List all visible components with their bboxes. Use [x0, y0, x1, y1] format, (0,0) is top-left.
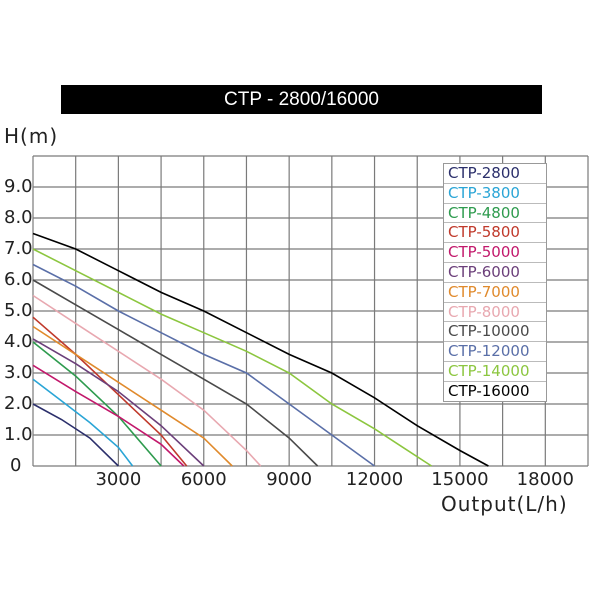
- legend-item: CTP-3800: [444, 184, 546, 204]
- series-line-8: [32, 279, 319, 467]
- legend-item: CTP-12000: [444, 342, 546, 362]
- x-tick-label: 6000: [180, 469, 227, 490]
- legend-item: CTP-14000: [444, 362, 546, 382]
- legend-item: CTP-5800: [444, 223, 546, 244]
- y-tick-label: 1.0: [4, 424, 33, 445]
- y-tick-label: 5.0: [4, 300, 33, 321]
- legend-item: CTP-8000: [444, 303, 546, 323]
- series-line-1: [32, 378, 134, 467]
- legend-item: CTP-7000: [444, 283, 546, 303]
- series-line-9: [32, 263, 375, 467]
- legend-item: CTP-5000: [444, 243, 546, 263]
- y-tick-label: 3.0: [4, 362, 33, 383]
- y-tick-label: 7.0: [4, 238, 33, 259]
- legend-item: CTP-6000: [444, 263, 546, 283]
- legend-item: CTP-10000: [444, 322, 546, 343]
- y-tick-label: 0: [10, 455, 22, 476]
- legend: CTP-2800 CTP-3800 CTP-4800 CTP-5800 CTP-5000…: [443, 163, 547, 402]
- x-tick-label: 18000: [516, 469, 574, 490]
- y-axis-label: H(m): [4, 124, 59, 148]
- x-tick-label: 9000: [266, 469, 313, 490]
- x-tick-label: 3000: [95, 469, 142, 490]
- series-line-5: [32, 338, 205, 467]
- legend-item: CTP-4800: [444, 204, 546, 224]
- y-tick-label: 6.0: [4, 269, 33, 290]
- y-tick-label: 2.0: [4, 393, 33, 414]
- series-line-0: [32, 403, 119, 467]
- series-line-6: [32, 325, 233, 467]
- series-line-10: [32, 248, 432, 467]
- series-line-4: [32, 364, 185, 467]
- series-line-11: [32, 232, 489, 467]
- y-tick-label: 9.0: [4, 176, 33, 197]
- chart-title: CTP - 2800/16000: [61, 85, 542, 114]
- x-tick-label: 12000: [345, 469, 404, 490]
- y-tick-label: 8.0: [4, 207, 33, 228]
- series-line-3: [32, 316, 188, 467]
- y-tick-label: 4.0: [4, 331, 33, 352]
- x-axis-label: Output(L/h): [441, 492, 568, 516]
- legend-item: CTP-16000: [448, 381, 530, 400]
- legend-item: CTP-2800: [444, 164, 546, 184]
- series-line-7: [32, 294, 262, 467]
- x-tick-label: 15000: [431, 469, 489, 490]
- series-line-2: [32, 341, 162, 467]
